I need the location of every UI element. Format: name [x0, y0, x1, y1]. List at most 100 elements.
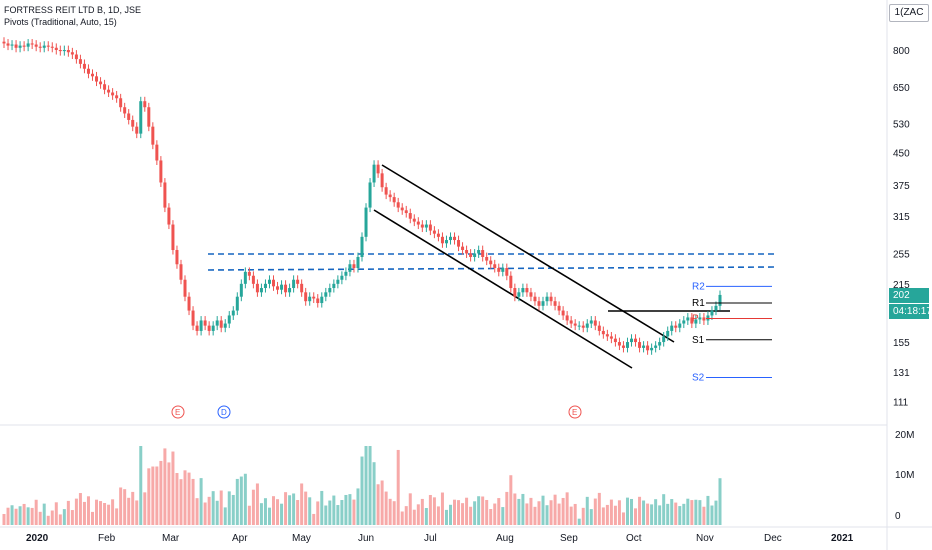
currency-button[interactable]: 1(ZAC	[889, 4, 929, 22]
volume-bar	[658, 505, 662, 525]
volume-bar	[46, 515, 50, 525]
candle-body	[541, 301, 545, 306]
candle-body	[384, 187, 388, 195]
event-marker-label: E	[175, 408, 180, 417]
volume-bar	[119, 487, 123, 525]
volume-bar	[642, 500, 646, 525]
volume-bar	[10, 505, 14, 525]
volume-bar	[505, 491, 509, 525]
volume-bar	[702, 506, 706, 525]
volume-bar	[235, 478, 239, 525]
candle-body	[674, 325, 678, 328]
volume-bar	[682, 503, 686, 525]
volume-bar	[497, 498, 501, 525]
candle-body	[195, 325, 199, 331]
candle-body	[682, 320, 686, 324]
volume-bar	[428, 494, 432, 525]
candle-body	[686, 317, 690, 321]
volume-bar	[62, 509, 66, 525]
volume-bar	[501, 507, 505, 525]
volume-bar	[312, 513, 316, 525]
candle-body	[159, 160, 163, 183]
volume-bar	[513, 493, 517, 525]
volume-bar	[525, 503, 529, 525]
volume-tick-label: 0	[895, 511, 901, 522]
volume-bar	[662, 494, 666, 525]
volume-bar	[694, 499, 698, 525]
volume-bar	[360, 456, 364, 525]
candle-body	[597, 325, 601, 331]
candle-body	[247, 271, 251, 276]
candle-body	[360, 236, 364, 257]
candle-body	[650, 347, 654, 351]
volume-bar	[38, 511, 42, 525]
candle-body	[340, 275, 344, 280]
volume-bar	[561, 497, 565, 525]
candle-body	[581, 325, 585, 328]
indicator-title[interactable]: Pivots (Traditional, Auto, 15)	[4, 17, 117, 27]
volume-bar	[581, 507, 585, 525]
volume-bar	[376, 484, 380, 525]
time-tick-label: Feb	[98, 533, 116, 544]
volume-bar	[356, 488, 360, 525]
candle-body	[191, 310, 195, 326]
candle-body	[50, 46, 54, 48]
volume-bar	[477, 496, 481, 525]
volume-bar	[352, 499, 356, 525]
candle-body	[497, 268, 501, 272]
candle-body	[348, 264, 352, 272]
volume-bar	[263, 498, 267, 525]
candle-body	[416, 221, 420, 225]
volume-bar	[634, 508, 638, 525]
volume-bar	[533, 506, 537, 525]
candle-body	[493, 264, 497, 269]
candle-body	[18, 45, 22, 48]
volume-bar	[328, 500, 332, 525]
volume-bar	[267, 507, 271, 525]
candle-body	[167, 207, 171, 225]
candle-body	[400, 207, 404, 211]
candle-body	[533, 296, 537, 302]
candle-body	[412, 218, 416, 222]
volume-bar	[143, 492, 147, 525]
candle-body	[183, 279, 187, 297]
candle-body	[469, 253, 473, 257]
candle-body	[54, 47, 58, 50]
volume-bar	[420, 498, 424, 525]
candle-body	[368, 182, 372, 208]
candle-body	[630, 338, 634, 343]
candle-body	[404, 210, 408, 214]
volume-bar	[444, 509, 448, 525]
volume-bar	[127, 497, 131, 525]
candle-body	[219, 320, 223, 328]
candle-body	[259, 288, 263, 293]
candle-body	[143, 101, 147, 108]
candle-body	[569, 320, 573, 324]
volume-bar	[26, 507, 30, 525]
volume-bar	[259, 503, 263, 525]
candle-body	[308, 296, 312, 302]
candle-body	[461, 246, 465, 251]
price-tick-label: 155	[893, 338, 910, 349]
pivot-level-label: S2	[692, 373, 705, 384]
candle-body	[565, 315, 569, 321]
price-tick-label: 650	[893, 83, 910, 94]
candle-body	[171, 224, 175, 251]
symbol-title[interactable]: FORTRESS REIT LTD B, 1D, JSE	[4, 5, 142, 15]
volume-bar	[111, 499, 115, 525]
volume-bar	[86, 496, 90, 525]
time-tick-label: Nov	[696, 533, 714, 544]
candle-body	[227, 315, 231, 324]
candle-body	[601, 330, 605, 335]
volume-bar	[545, 505, 549, 525]
candle-body	[300, 283, 304, 293]
candle-body	[465, 250, 469, 254]
volume-bar	[521, 493, 525, 525]
volume-bar	[167, 462, 171, 525]
volume-bar	[332, 495, 336, 525]
volume-bar	[630, 498, 634, 525]
volume-bar	[569, 506, 573, 525]
volume-bar	[320, 490, 324, 525]
volume-bar	[710, 505, 714, 525]
